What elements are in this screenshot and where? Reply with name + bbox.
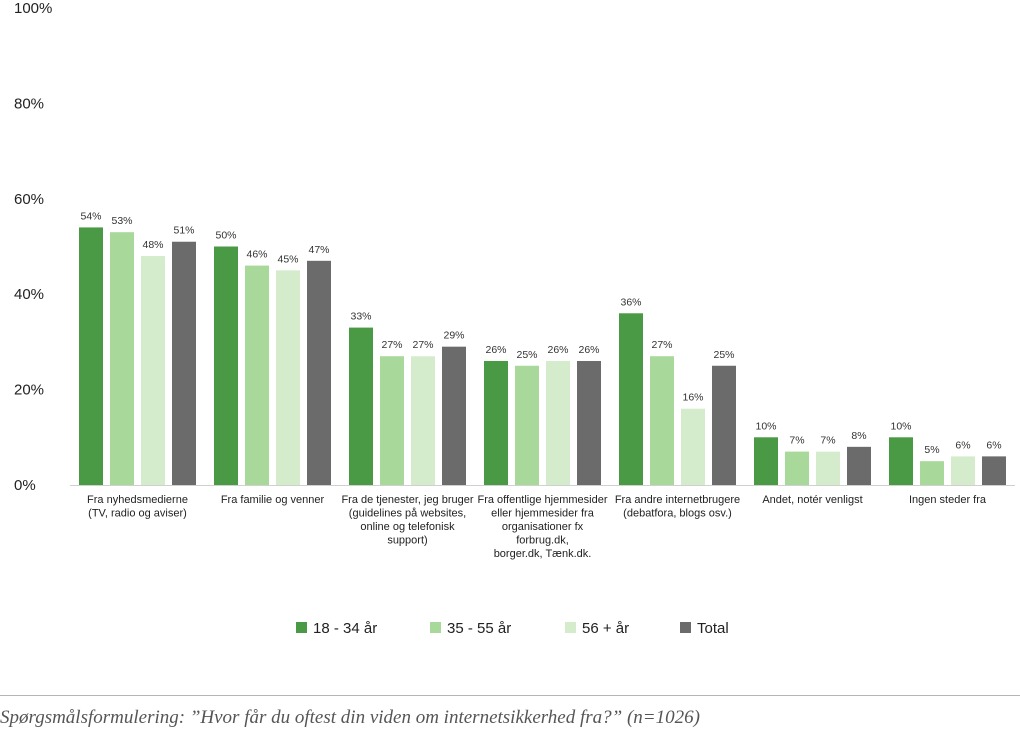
data-label: 51% (173, 225, 194, 237)
y-axis: 0% 20% 40% 60% 80% 100% (14, 0, 52, 494)
legend-label: 35 - 55 år (447, 620, 511, 637)
category-label: forbrug.dk, (516, 535, 569, 547)
bar (245, 265, 269, 485)
bar (920, 461, 944, 485)
category-label: Fra familie og venner (221, 494, 325, 506)
data-label: 7% (789, 435, 804, 447)
category-label: organisationer fx (502, 521, 584, 533)
bar (141, 256, 165, 485)
y-tick-label: 80% (14, 95, 44, 112)
data-label: 46% (246, 249, 267, 261)
question-caption: Spørgsmålsformulering: ”Hvor får du ofte… (0, 707, 700, 728)
bars (79, 227, 1006, 486)
y-tick-label: 0% (14, 477, 36, 494)
category-label: borger.dk, Tænk.dk. (494, 548, 592, 560)
data-label: 53% (111, 215, 132, 227)
data-label: 36% (620, 296, 641, 308)
data-label: 33% (350, 311, 371, 323)
data-label: 25% (713, 349, 734, 361)
bar (982, 456, 1006, 485)
bar (411, 356, 435, 485)
bar (889, 437, 913, 485)
data-label: 25% (516, 349, 537, 361)
data-label: 26% (547, 344, 568, 356)
legend: 18 - 34 år 35 - 55 år 56 + år Total (296, 620, 729, 637)
data-label: 10% (755, 420, 776, 432)
bar (619, 313, 643, 485)
category-label: (debatfora, blogs osv.) (623, 508, 732, 520)
legend-swatch (296, 622, 307, 633)
bar (110, 232, 134, 485)
legend-label: 18 - 34 år (313, 620, 377, 637)
data-label: 26% (578, 344, 599, 356)
category-label: Fra nyhedsmedierne (87, 494, 188, 506)
data-label: 26% (485, 344, 506, 356)
data-label: 27% (651, 339, 672, 351)
bar (546, 360, 570, 485)
category-label: eller hjemmesider fra (491, 508, 595, 520)
bar (847, 446, 871, 485)
data-label: 54% (80, 210, 101, 222)
category-label: support) (387, 535, 427, 547)
bar (577, 360, 601, 485)
category-label: Fra de tjenester, jeg bruger (341, 494, 473, 506)
data-label: 8% (851, 430, 866, 442)
category-label: online og telefonisk (360, 521, 455, 533)
category-label: Ingen steder fra (909, 494, 987, 506)
bar (484, 360, 508, 485)
data-label: 48% (142, 239, 163, 251)
category-label: (guidelines på websites, (349, 508, 466, 520)
bar (214, 246, 238, 485)
data-label: 27% (381, 339, 402, 351)
category-labels: Fra nyhedsmedierne (TV, radio og aviser) F… (87, 494, 987, 560)
bar (681, 408, 705, 485)
legend-label: 56 + år (582, 620, 629, 637)
legend-swatch (680, 622, 691, 633)
bar (816, 451, 840, 485)
data-label: 6% (955, 439, 970, 451)
category-label: Fra offentlige hjemmesider (477, 494, 607, 506)
data-label: 5% (924, 444, 939, 456)
bar-chart: 0% 20% 40% 60% 80% 100% 54% 53% 48% 51% 50% 46% 45%… (14, 0, 1015, 637)
bar (442, 346, 466, 485)
data-label: 6% (986, 439, 1001, 451)
category-label: Fra andre internetbrugere (615, 494, 740, 506)
y-tick-label: 60% (14, 191, 44, 208)
data-label: 47% (308, 244, 329, 256)
caption-divider (0, 695, 1020, 696)
data-label: 7% (820, 435, 835, 447)
bar (515, 365, 539, 485)
y-tick-label: 100% (14, 0, 52, 17)
data-label: 16% (682, 392, 703, 404)
data-label: 50% (215, 230, 236, 242)
data-label: 29% (443, 330, 464, 342)
data-label: 27% (412, 339, 433, 351)
category-label: (TV, radio og aviser) (88, 508, 187, 520)
y-tick-label: 40% (14, 286, 44, 303)
bar (380, 356, 404, 485)
legend-swatch (565, 622, 576, 633)
bar (79, 227, 103, 486)
bar (276, 270, 300, 485)
legend-label: Total (697, 620, 729, 637)
bar (349, 327, 373, 485)
bar (754, 437, 778, 485)
bar (307, 260, 331, 485)
bar (172, 241, 196, 485)
bar (712, 365, 736, 485)
value-labels: 54% 53% 48% 51% 50% 46% 45% 47% 33% 27% 27% 29% 26% 2… (80, 210, 1001, 456)
bar (785, 451, 809, 485)
y-tick-label: 20% (14, 382, 44, 399)
data-label: 45% (277, 253, 298, 265)
bar (650, 356, 674, 485)
bar (951, 456, 975, 485)
data-label: 10% (890, 420, 911, 432)
category-label: Andet, notér venligst (762, 494, 862, 506)
legend-swatch (430, 622, 441, 633)
